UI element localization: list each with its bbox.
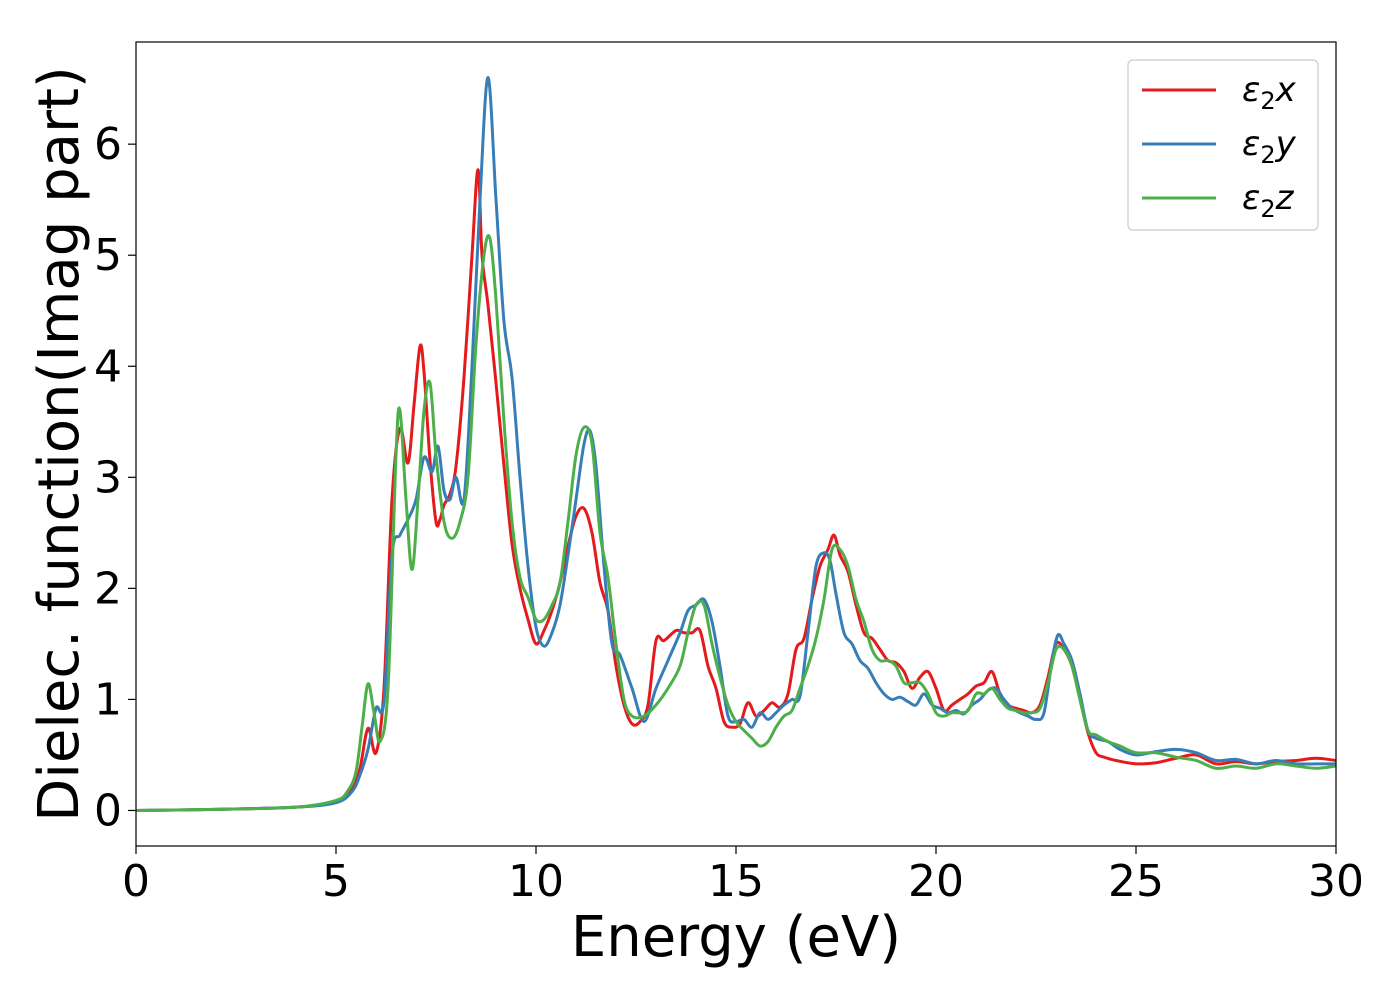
- y-tick-label: 5: [94, 230, 122, 281]
- legend-box: [1127, 59, 1319, 231]
- series-layer: [136, 76, 1336, 812]
- x-tick-label: 5: [322, 856, 350, 907]
- legend-label: ε2x: [1242, 70, 1297, 115]
- legend: ε2x ε2y ε2z: [1127, 59, 1319, 231]
- y-tick-label: 3: [94, 452, 122, 503]
- y-tick-label: 6: [94, 119, 122, 170]
- y-tick-label: 1: [94, 674, 122, 725]
- legend-label: ε2y: [1242, 124, 1297, 169]
- x-tick-label: 10: [508, 856, 564, 907]
- y-tick-label: 4: [94, 341, 122, 392]
- y-tick-label: 0: [94, 785, 122, 836]
- y-tick-label: 2: [94, 563, 122, 614]
- y-axis: 0 1 2 3 4 5 6: [94, 119, 136, 836]
- x-tick-label: 25: [1108, 856, 1164, 907]
- x-tick-label: 15: [708, 856, 764, 907]
- x-tick-label: 30: [1308, 856, 1364, 907]
- x-axis: 0 5 10 15 20 25 30: [122, 846, 1364, 907]
- y-axis-label: Dielec. function(Imag part): [27, 66, 92, 822]
- x-tick-label: 20: [908, 856, 964, 907]
- x-tick-label: 0: [122, 856, 150, 907]
- x-axis-label: Energy (eV): [571, 905, 901, 970]
- legend-label: ε2z: [1242, 178, 1295, 223]
- series-line-z: [136, 234, 1336, 812]
